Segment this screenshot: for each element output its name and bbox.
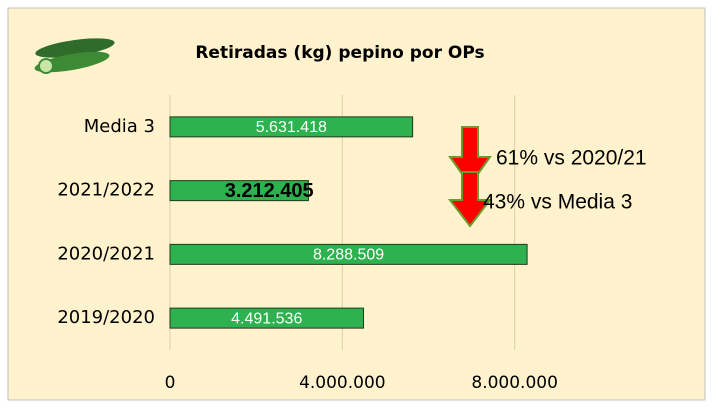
- x-tick-label: 8.000.000: [471, 373, 558, 393]
- x-tick-label: 4.000.000: [299, 373, 386, 393]
- x-tick-label: 0: [165, 373, 176, 393]
- y-tick-label: Media 3: [84, 116, 155, 137]
- chart-title: Retiradas (kg) pepino por OPs: [195, 43, 484, 63]
- annotation: 43% vs Media 3: [483, 191, 632, 214]
- y-tick-label: 2020/2021: [57, 243, 155, 264]
- y-tick-label: 2019/2020: [57, 307, 155, 328]
- data-label: 4.491.536: [231, 310, 302, 327]
- data-label: 5.631.418: [256, 119, 327, 136]
- chart: Retiradas (kg) pepino por OPs 61% vs 202…: [0, 0, 720, 408]
- data-label: 8.288.509: [313, 247, 384, 264]
- y-tick-label: 2021/2022: [57, 180, 155, 201]
- annotation: 61% vs 2020/21: [496, 147, 647, 170]
- data-label: 3.212.405: [225, 180, 314, 202]
